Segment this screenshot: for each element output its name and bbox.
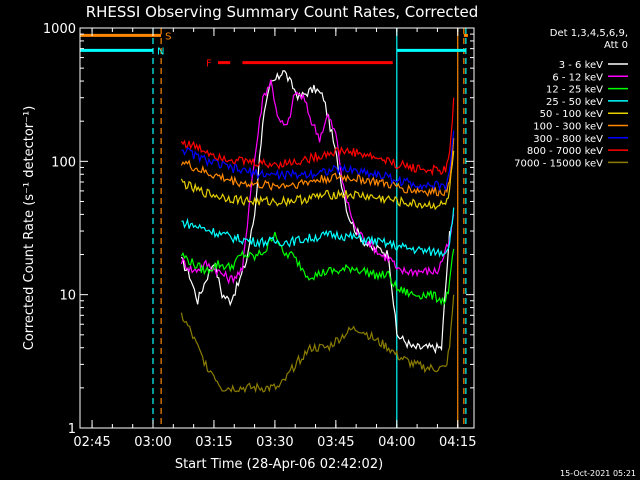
legend-label: 50 - 100 keV	[540, 109, 604, 120]
x-tick-label: 03:45	[317, 435, 354, 450]
axes: 1 10 100 1000 02:45 03:00 03:15 03:30 03:45 04:00…	[43, 22, 477, 450]
series-line-1	[180, 79, 455, 285]
chart-title: RHESSI Observing Summary Count Rates, Co…	[86, 3, 479, 21]
series-line-7	[180, 97, 455, 177]
x-tick-label: 03:00	[134, 435, 171, 450]
legend-label: 3 - 6 keV	[559, 60, 603, 71]
y-tick-label: 1000	[43, 22, 76, 37]
x-tick-label: 03:30	[256, 435, 293, 450]
legend-label: 12 - 25 keV	[546, 85, 603, 96]
legend-label: 25 - 50 keV	[546, 97, 603, 108]
series-line-0	[180, 70, 451, 355]
segment-label-F: F	[206, 59, 212, 70]
y-tick-label: 100	[51, 155, 76, 170]
legend-label: 300 - 800 keV	[533, 134, 603, 145]
legend-header: Det 1,3,4,5,6,9,	[550, 28, 628, 39]
segment-label-S: S	[165, 31, 171, 42]
legend-label: 7000 - 15000 keV	[514, 158, 603, 169]
segment-label-N: N	[157, 46, 164, 57]
legend-label: 100 - 300 keV	[533, 122, 603, 133]
y-axis-label: Corrected Count Rate (s⁻¹ detector⁻¹)	[22, 106, 37, 351]
legend-header: Att 0	[604, 40, 628, 51]
x-tick-label: 03:15	[195, 435, 232, 450]
series-line-2	[180, 231, 455, 306]
series-line-8	[180, 294, 455, 394]
legend-label: 800 - 7000 keV	[527, 146, 603, 157]
x-axis-label: Start Time (28-Apr-06 02:42:02)	[175, 457, 383, 472]
plot-area: SN F	[80, 28, 468, 428]
x-tick-label: 02:45	[73, 435, 110, 450]
x-tick-label: 04:15	[439, 435, 476, 450]
series-line-5	[180, 137, 455, 198]
x-tick-label: 04:00	[378, 435, 415, 450]
y-tick-label: 10	[59, 289, 76, 304]
series-line-3	[181, 207, 455, 258]
footer-timestamp: 15-Oct-2021 05:21	[560, 469, 636, 478]
y-tick-label: 1	[68, 422, 76, 437]
plot-frame	[79, 27, 475, 429]
series-line-6	[181, 130, 455, 192]
series-line-4	[180, 150, 455, 211]
legend-label: 6 - 12 keV	[552, 72, 603, 83]
